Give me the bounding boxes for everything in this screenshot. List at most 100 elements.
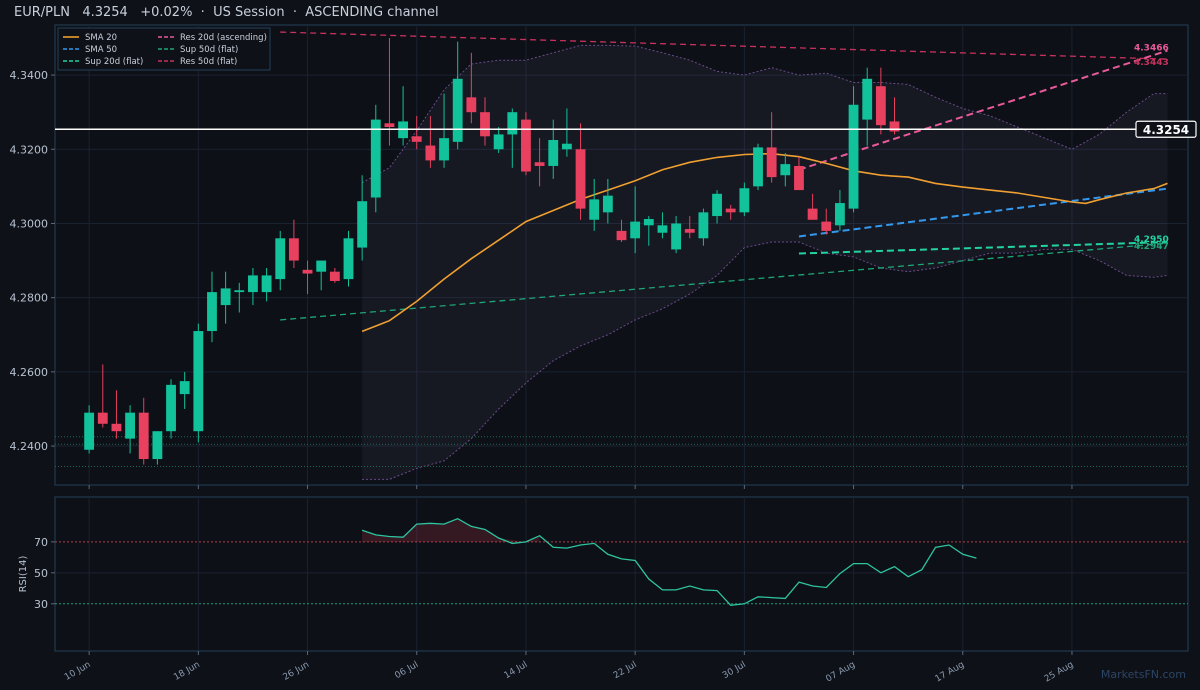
x-tick-label: 06 Jul: [393, 660, 420, 681]
candle-up: [248, 275, 258, 293]
candle-up: [261, 275, 272, 293]
candle-up: [602, 195, 613, 213]
legend-label: SMA 50: [85, 45, 117, 55]
candle-down: [97, 412, 108, 424]
candle-down: [384, 123, 395, 128]
rsi-line: [361, 517, 977, 606]
rsi-tick-label: 30: [34, 598, 48, 611]
candle-down: [425, 145, 436, 161]
candle-down: [889, 121, 900, 132]
x-tick-label: 18 Jun: [172, 660, 202, 683]
candle-up: [193, 331, 204, 432]
candle-up: [548, 140, 559, 166]
candle-up: [316, 260, 327, 272]
candle-up: [698, 212, 709, 239]
y-tick-label: 4.3400: [10, 69, 49, 82]
price-panel-frame: [54, 24, 1189, 486]
candle-up: [439, 138, 449, 161]
level-label: 4.2947: [1134, 242, 1169, 252]
candle-down: [521, 119, 531, 172]
candle-up: [452, 78, 463, 142]
candle-down: [329, 271, 340, 281]
candle-up: [220, 288, 231, 306]
res50-line: [280, 31, 1168, 60]
candle-up: [753, 147, 763, 187]
candle-up: [84, 412, 95, 450]
candle-up: [834, 203, 845, 226]
candle-up: [152, 431, 163, 460]
rsi-panel-frame: [54, 496, 1189, 652]
last-price-badge: [1135, 120, 1197, 138]
x-tick-label: 30 Jul: [721, 660, 748, 681]
candle-down: [794, 165, 804, 191]
legend-label: Sup 20d (flat): [85, 57, 143, 67]
y-tick-label: 4.3000: [10, 217, 49, 230]
candle-up: [370, 119, 381, 198]
lower-band: [362, 241, 1168, 480]
candle-down: [480, 112, 490, 137]
band-fill: [362, 45, 1168, 480]
legend-label: Sup 50d (flat): [180, 45, 238, 55]
y-tick-label: 4.2600: [10, 366, 49, 379]
x-tick-label: 22 Jul: [612, 660, 639, 681]
sma50-line: [798, 187, 1168, 238]
rsi-axis-label: RSI(14): [18, 556, 29, 593]
candle-up: [125, 412, 135, 439]
candle-down: [138, 412, 149, 460]
rsi-tick-label: 70: [34, 536, 48, 549]
legend-label: Res 50d (flat): [180, 57, 237, 67]
candle-up: [862, 78, 873, 120]
candle-up: [166, 384, 176, 432]
candle-up: [234, 290, 245, 293]
x-tick-label: 26 Jun: [281, 660, 311, 683]
candle-up: [630, 221, 641, 239]
candle-down: [766, 147, 777, 178]
x-tick-label: 10 Jun: [63, 660, 93, 683]
x-tick-label: 14 Jul: [503, 660, 530, 681]
level-label: 4.3466: [1134, 44, 1169, 54]
y-tick-label: 4.2800: [10, 292, 49, 305]
sup20-line: [798, 241, 1168, 255]
candle-down: [411, 136, 422, 142]
candle-down: [725, 208, 736, 213]
upper-band: [361, 44, 1168, 184]
y-tick-label: 4.2400: [10, 440, 49, 453]
candle-down: [466, 97, 477, 113]
x-tick-label: 25 Aug: [1043, 660, 1076, 685]
candle-up: [507, 112, 518, 135]
candle-up: [643, 219, 654, 226]
candle-up: [275, 238, 286, 280]
candle-up: [493, 134, 504, 150]
candle-up: [848, 104, 859, 209]
last-price-label: 4.3254: [1143, 123, 1189, 137]
candle-up: [712, 193, 722, 217]
candle-down: [302, 269, 313, 274]
candle-up: [179, 381, 190, 395]
candle-up: [780, 164, 791, 176]
candle-up: [589, 199, 600, 220]
candle-down: [111, 423, 122, 432]
candle-down: [534, 162, 545, 166]
level-label: 4.2950: [1134, 235, 1169, 245]
candle-up: [671, 223, 682, 250]
legend-label: Res 20d (ascending): [180, 33, 267, 43]
legend: SMA 20 SMA 50 Sup 20d (flat) Res 20d (ascen…: [57, 27, 271, 71]
level-label: 4.3443: [1134, 58, 1169, 68]
candle-down: [575, 149, 586, 209]
candle-up: [739, 188, 750, 213]
rsi-panel: 10 Jun 18 Jun 26 Jun 06 Jul 14 Jul 22 Jul 30 J…: [18, 496, 1189, 685]
candle-down: [875, 86, 886, 126]
x-tick-label: 17 Aug: [934, 660, 967, 685]
y-tick-label: 4.3200: [10, 143, 49, 156]
legend-label: SMA 20: [85, 33, 117, 43]
watermark: MarketsFN.com: [1100, 668, 1186, 681]
candle-up: [357, 201, 368, 248]
candle-down: [807, 208, 818, 220]
candle-down: [616, 230, 627, 241]
candle-down: [821, 221, 832, 231]
candle-up: [207, 292, 217, 332]
sup50-line: [280, 242, 1168, 321]
candle-down: [684, 229, 695, 233]
candle-up: [657, 225, 668, 233]
